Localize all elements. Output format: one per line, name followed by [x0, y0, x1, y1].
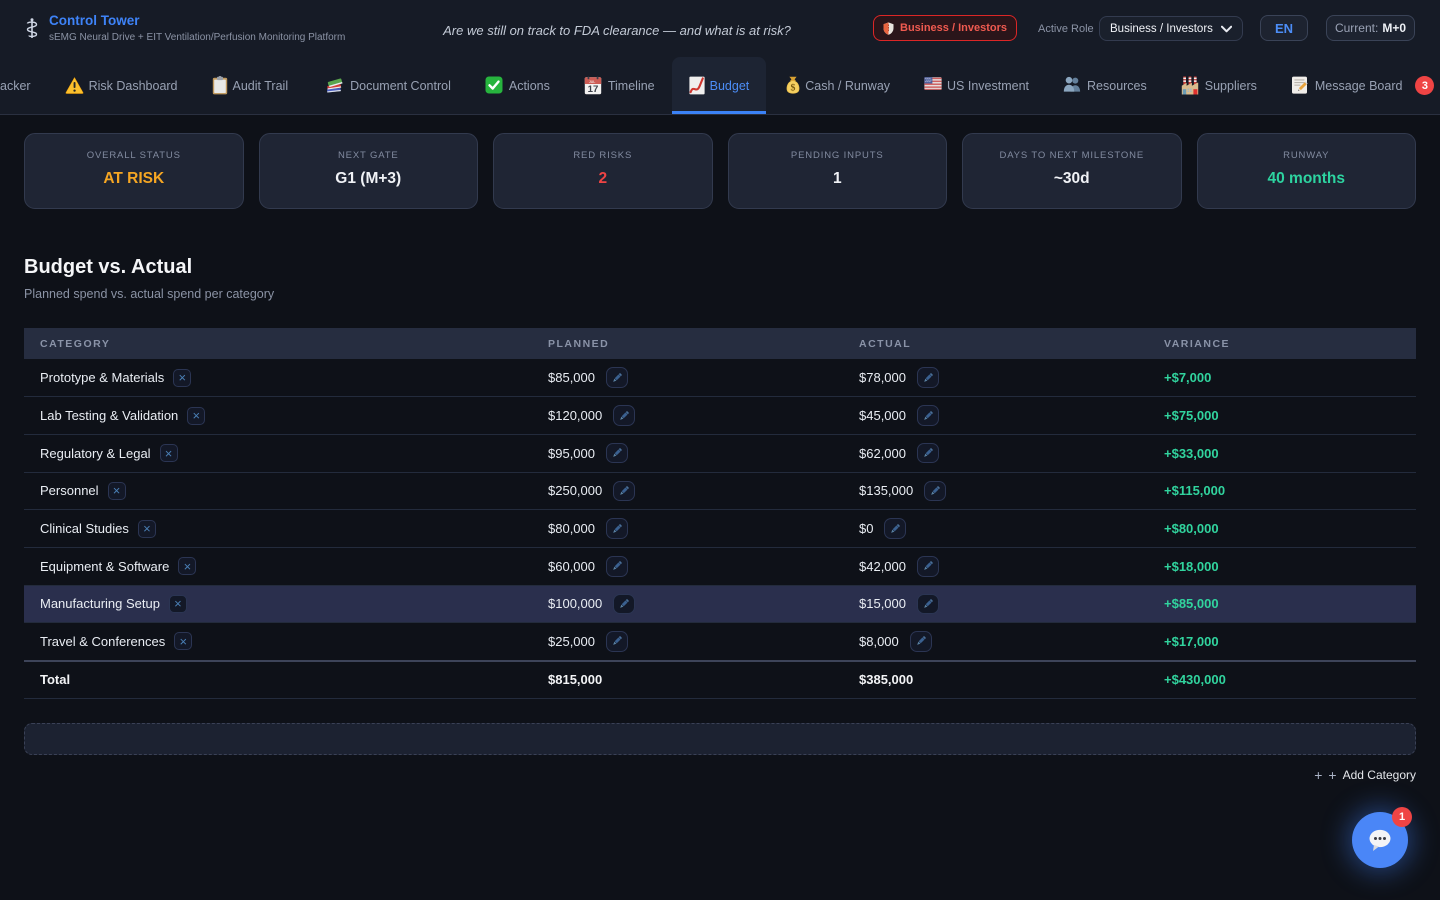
svg-text:$: $	[791, 83, 796, 94]
svg-text:17: 17	[588, 84, 599, 95]
svg-text:JUL: JUL	[589, 80, 595, 84]
